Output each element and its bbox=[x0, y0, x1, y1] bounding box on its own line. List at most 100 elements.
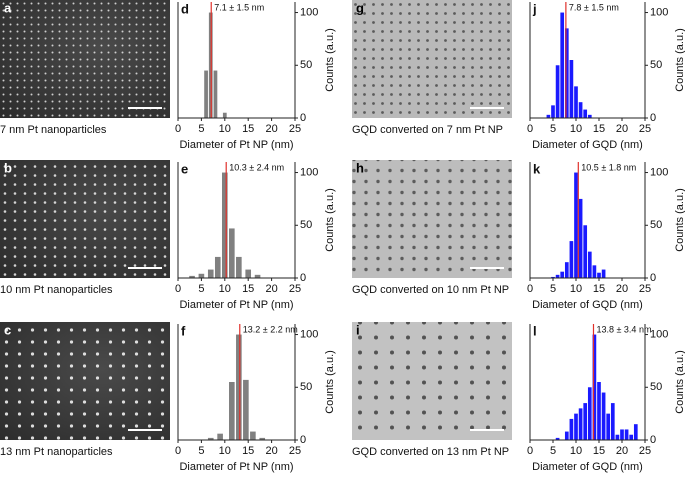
y-tick-label: 50 bbox=[300, 381, 312, 393]
histogram-bar bbox=[615, 434, 620, 440]
x-tick-label: 25 bbox=[289, 445, 301, 457]
x-tick-label: 25 bbox=[639, 283, 651, 295]
panel-letter: j bbox=[532, 1, 537, 16]
histogram-bar bbox=[569, 418, 574, 440]
image-caption: GQD converted on 7 nm Pt NP bbox=[352, 124, 503, 136]
y-tick-label: 50 bbox=[300, 219, 312, 231]
y-tick-label: 0 bbox=[300, 434, 306, 446]
histogram-bar bbox=[592, 334, 597, 440]
y-tick-label: 50 bbox=[650, 219, 662, 231]
panel-letter: f bbox=[181, 323, 186, 338]
x-tick-label: 15 bbox=[242, 283, 254, 295]
y-tick-label: 100 bbox=[650, 166, 668, 178]
micrograph-texture bbox=[352, 160, 512, 278]
panel-letter: k bbox=[533, 161, 541, 176]
histogram-bar bbox=[601, 269, 606, 278]
histogram-bar bbox=[578, 408, 583, 440]
histogram-bar bbox=[551, 276, 555, 278]
histogram-bar bbox=[583, 109, 588, 118]
panel-letter: g bbox=[356, 0, 364, 15]
histogram-bar bbox=[207, 437, 214, 440]
x-axis-label: Diameter of Pt NP (nm) bbox=[179, 139, 293, 151]
histogram-bar bbox=[564, 28, 569, 119]
x-tick-label: 20 bbox=[265, 445, 277, 457]
x-tick-label: 25 bbox=[289, 283, 301, 295]
micrograph-texture bbox=[352, 0, 512, 118]
image-caption: GQD converted on 13 nm Pt NP bbox=[352, 446, 509, 458]
histogram-bar bbox=[574, 172, 578, 278]
y-axis-label: Counts (a.u.) bbox=[674, 28, 685, 92]
histogram-bar bbox=[546, 114, 551, 118]
y-tick-label: 100 bbox=[650, 328, 668, 340]
histogram-bar bbox=[245, 269, 252, 278]
y-tick-label: 100 bbox=[300, 166, 318, 178]
histogram-bar bbox=[633, 424, 638, 440]
image-caption: GQD converted on 10 nm Pt NP bbox=[352, 284, 509, 296]
panel-letter: c bbox=[4, 322, 11, 337]
histogram-bar bbox=[560, 12, 565, 118]
histogram-bar bbox=[620, 429, 624, 440]
x-tick-label: 0 bbox=[527, 445, 533, 457]
x-axis-label: Diameter of Pt NP (nm) bbox=[179, 299, 293, 311]
image-caption: 10 nm Pt nanoparticles bbox=[0, 284, 113, 296]
histogram-bar bbox=[574, 86, 578, 118]
histogram-bar bbox=[601, 392, 606, 440]
x-tick-label: 5 bbox=[550, 123, 556, 135]
histogram-bar bbox=[610, 403, 615, 440]
x-tick-label: 0 bbox=[175, 283, 181, 295]
x-tick-label: 5 bbox=[198, 445, 204, 457]
mean-annotation: 10.5 ± 1.8 nm bbox=[581, 162, 636, 172]
y-axis-label: Counts (a.u.) bbox=[324, 28, 336, 92]
histogram-bar bbox=[629, 434, 634, 440]
y-axis-label: Counts (a.u.) bbox=[324, 188, 336, 252]
histogram-bar bbox=[555, 65, 560, 118]
histogram-bar bbox=[583, 403, 588, 440]
histogram-bar bbox=[597, 272, 601, 278]
x-tick-label: 20 bbox=[616, 445, 628, 457]
histogram-bar bbox=[229, 382, 235, 440]
x-axis-label: Diameter of Pt NP (nm) bbox=[179, 461, 293, 473]
x-tick-label: 0 bbox=[527, 283, 533, 295]
x-tick-label: 15 bbox=[593, 123, 605, 135]
x-tick-label: 25 bbox=[639, 445, 651, 457]
histogram-bar bbox=[587, 387, 592, 440]
image-caption: 13 nm Pt nanoparticles bbox=[0, 446, 113, 458]
y-tick-label: 0 bbox=[650, 434, 656, 446]
histogram-bar bbox=[564, 431, 569, 440]
y-tick-label: 0 bbox=[300, 112, 306, 124]
y-tick-label: 0 bbox=[650, 272, 656, 284]
histogram-bar bbox=[606, 413, 611, 440]
x-tick-label: 15 bbox=[593, 445, 605, 457]
histogram-bar bbox=[214, 256, 221, 278]
panel-letter: l bbox=[533, 323, 537, 338]
y-tick-label: 100 bbox=[300, 328, 318, 340]
y-axis-label: Counts (a.u.) bbox=[324, 350, 336, 414]
histogram-bar bbox=[555, 437, 560, 440]
y-axis-label: Counts (a.u.) bbox=[674, 350, 685, 414]
histogram-bar bbox=[583, 225, 588, 278]
histogram-bar bbox=[229, 228, 235, 278]
x-tick-label: 20 bbox=[616, 283, 628, 295]
panel-letter: d bbox=[181, 1, 189, 16]
histogram-bar bbox=[569, 241, 574, 278]
histogram-bar bbox=[564, 262, 569, 278]
histogram-bar bbox=[569, 60, 574, 118]
y-tick-label: 50 bbox=[650, 381, 662, 393]
panel-letter: b bbox=[4, 160, 12, 175]
x-tick-label: 0 bbox=[527, 123, 533, 135]
x-tick-label: 10 bbox=[219, 445, 231, 457]
x-tick-label: 20 bbox=[265, 283, 277, 295]
histogram-bar bbox=[555, 274, 560, 278]
histogram-bar bbox=[217, 433, 223, 440]
x-tick-label: 0 bbox=[175, 445, 181, 457]
histogram-bar bbox=[207, 269, 214, 278]
micrograph-texture bbox=[352, 322, 512, 440]
mean-annotation: 13.2 ± 2.2 nm bbox=[243, 324, 298, 334]
x-tick-label: 20 bbox=[616, 123, 628, 135]
histogram-bar bbox=[578, 198, 583, 278]
panel-letter: i bbox=[356, 322, 360, 337]
y-axis-label: Counts (a.u.) bbox=[674, 188, 685, 252]
histogram-bar bbox=[578, 102, 583, 118]
x-tick-label: 25 bbox=[639, 123, 651, 135]
